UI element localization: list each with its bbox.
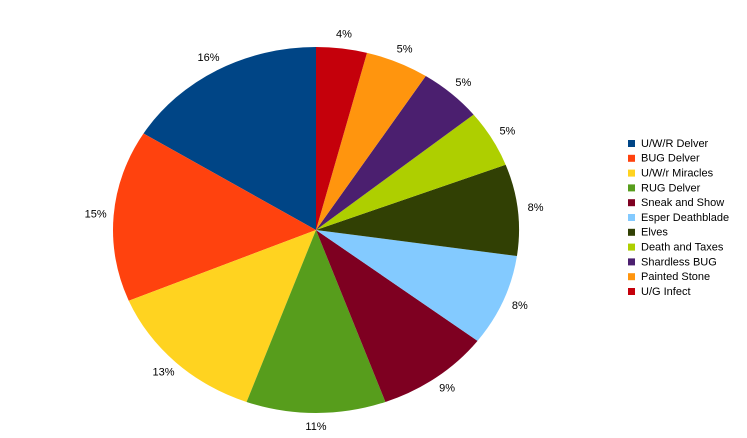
data-label: 5% (397, 43, 413, 55)
legend-label: U/G Infect (641, 286, 691, 298)
pie-slice (316, 114, 506, 230)
legend-label: Esper Deathblade (641, 212, 729, 224)
legend-label: BUG Delver (641, 153, 700, 165)
legend-swatch (628, 140, 635, 147)
pie-slice (316, 230, 517, 341)
legend-label: Shardless BUG (641, 256, 717, 268)
data-label: 16% (198, 52, 220, 64)
legend-label: RUG Delver (641, 182, 701, 194)
data-label: 13% (152, 366, 174, 378)
legend-swatch (628, 258, 635, 266)
legend-swatch (628, 154, 635, 162)
legend-label: Painted Stone (641, 271, 710, 283)
data-label: 5% (499, 125, 515, 137)
pie-slice (316, 76, 474, 231)
legend-label: Death and Taxes (641, 242, 724, 254)
pie-slice (316, 52, 426, 230)
legend-swatch (628, 199, 635, 207)
data-label: 11% (305, 421, 326, 433)
pie-slice (316, 164, 519, 257)
data-label: 8% (528, 202, 544, 214)
pie-slice (143, 47, 316, 230)
legend-label: U/W/R Delver (641, 138, 709, 150)
legend-label: Sneak and Show (641, 197, 724, 209)
data-label: 5% (455, 77, 471, 89)
legend-swatch (628, 214, 635, 221)
legend-swatch (628, 184, 635, 192)
data-label: 15% (85, 208, 107, 220)
legend-label: Elves (641, 227, 668, 239)
data-label: 9% (439, 383, 455, 395)
data-label: 8% (512, 300, 528, 312)
legend-label: U/W/r Miracles (641, 168, 714, 180)
legend-swatch (628, 228, 635, 236)
legend-swatch (628, 243, 635, 251)
legend-swatch (628, 273, 635, 281)
legend-swatch (628, 288, 635, 295)
pie-slice (316, 47, 367, 230)
legend-swatch (628, 169, 635, 177)
pie-slice (316, 230, 478, 402)
pie-slice (246, 230, 386, 413)
pie-slice (128, 230, 316, 402)
pie-slice (112, 133, 316, 301)
data-label: 4% (336, 28, 352, 40)
